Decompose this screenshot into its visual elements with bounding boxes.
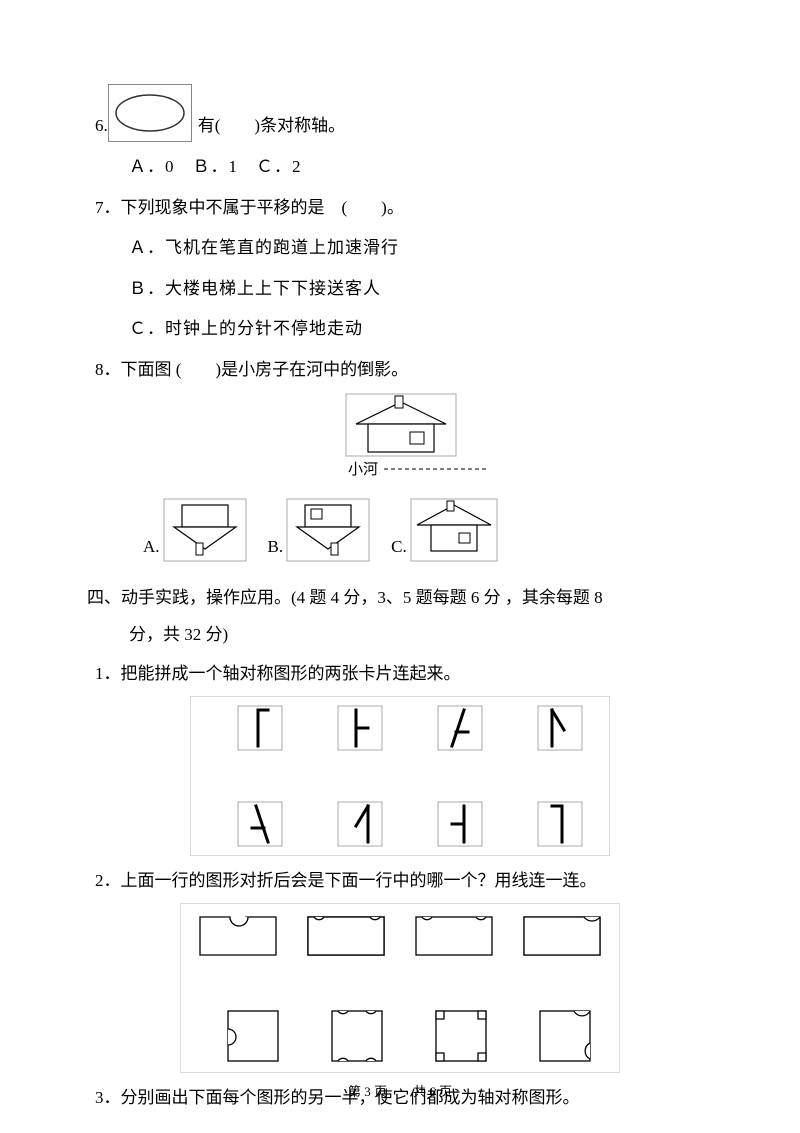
q6-number: 6. — [95, 111, 108, 142]
q8-option-c-icon — [407, 497, 501, 563]
q8-label-c: C. — [391, 532, 407, 563]
s4q2-figure — [95, 903, 705, 1073]
q8-line: 8．下面图 ( )是小房子在河中的倒影。 — [95, 355, 705, 386]
s4q1-cards-icon — [190, 696, 610, 856]
q7-line: 7．下列现象中不属于平移的是 ( )。 — [95, 193, 705, 224]
ellipse-box — [108, 84, 192, 142]
section4-title-line1: 四、动手实践，操作应用。(4 题 4 分，3、5 题每题 6 分 ，其余每题 8 — [87, 588, 603, 607]
q6-line: 6. 有( )条对称轴。 — [95, 84, 705, 142]
house-river-icon: 小河 — [310, 392, 490, 487]
q8-options-row: A. B. C. — [95, 497, 705, 563]
q7-option-a: Ａ．飞机在笔直的跑道上加速滑行 — [95, 233, 705, 264]
s4q1-figure — [95, 696, 705, 856]
q7-option-b: Ｂ．大楼电梯上上下下接送客人 — [95, 274, 705, 305]
section4-title-line2: 分，共 32 分) — [95, 625, 228, 644]
q8-label-a: A. — [143, 532, 160, 563]
s4q2-line: 2．上面一行的图形对折后会是下面一行中的哪一个？用线连一连。 — [95, 866, 705, 897]
q6-options: Ａ．0 Ｂ．1 Ｃ．2 — [95, 152, 705, 183]
page: 6. 有( )条对称轴。 Ａ．0 Ｂ．1 Ｃ．2 7．下列现象中不属于平移的是 … — [0, 0, 800, 1133]
q8-option-a-icon — [160, 497, 250, 563]
ellipse-icon — [112, 92, 188, 134]
page-footer: 第 3 页 共 6 页 — [0, 1080, 800, 1103]
q8-option-b-icon — [283, 497, 373, 563]
q8-label-b: B. — [268, 532, 284, 563]
s4q2-fold-icon — [180, 903, 620, 1073]
q8-house-figure: 小河 — [95, 392, 705, 487]
q6-text2: )条对称轴。 — [254, 111, 345, 142]
section4-title: 四、动手实践，操作应用。(4 题 4 分，3、5 题每题 6 分 ，其余每题 8… — [95, 579, 705, 654]
q6-text1: 有( — [198, 111, 221, 142]
q7-option-c: Ｃ．时钟上的分针不停地走动 — [95, 314, 705, 345]
s4q1-line: 1．把能拼成一个轴对称图形的两张卡片连起来。 — [95, 659, 705, 690]
river-label-text: 小河 — [348, 461, 378, 478]
